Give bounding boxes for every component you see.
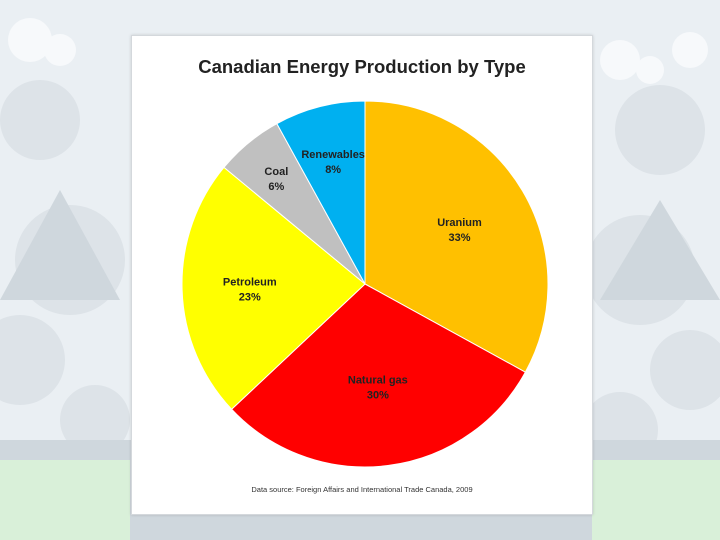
pie-slice-natural-gas [230,283,527,468]
slice-value-label: 33% [448,232,470,244]
pie-slice-petroleum [181,166,366,410]
slice-value-label: 8% [325,164,341,176]
pie-chart: Uranium 33% Natural gas 30% Petroleum 23% Coal… [181,100,549,468]
slice-value-label: 6% [268,181,284,193]
chart-title: Canadian Energy Production by Type [198,56,526,77]
slice-label: Renewables [301,149,365,161]
slice-label: Natural gas [348,375,408,387]
chart-card: Canadian Energy Production by Type Urani… [131,35,593,515]
pie-slice-uranium [364,100,549,373]
slice-label: Coal [264,166,288,178]
slice-value-label: 30% [367,390,389,402]
data-source-note: Data source: Foreign Affairs and Interna… [251,485,473,494]
pie-slice-renewables [276,100,366,285]
slice-label: Uranium [437,217,482,229]
slice-value-label: 23% [239,292,261,304]
slice-label: Petroleum [223,277,277,289]
